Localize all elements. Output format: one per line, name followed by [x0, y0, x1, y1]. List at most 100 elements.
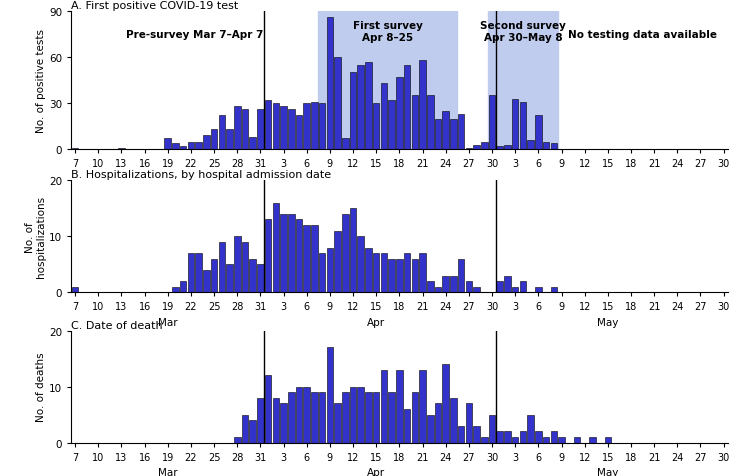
- Bar: [419, 254, 426, 293]
- Bar: [412, 96, 418, 150]
- Bar: [250, 259, 256, 293]
- Bar: [304, 226, 310, 293]
- Bar: [458, 115, 464, 150]
- Bar: [334, 404, 341, 443]
- Bar: [211, 130, 218, 150]
- Bar: [396, 259, 403, 293]
- Bar: [435, 404, 441, 443]
- Bar: [373, 104, 380, 150]
- Bar: [458, 426, 464, 443]
- Bar: [164, 139, 171, 150]
- Bar: [550, 287, 557, 293]
- Bar: [342, 139, 349, 150]
- Bar: [504, 431, 511, 443]
- Bar: [381, 370, 387, 443]
- Bar: [489, 96, 495, 150]
- Bar: [326, 18, 333, 150]
- Bar: [257, 110, 264, 150]
- Bar: [442, 111, 449, 150]
- Text: A. First positive COVID-19 test: A. First positive COVID-19 test: [71, 1, 238, 11]
- Bar: [172, 144, 178, 150]
- Text: Apr: Apr: [368, 317, 386, 327]
- Bar: [72, 287, 79, 293]
- Bar: [535, 287, 542, 293]
- Bar: [427, 415, 433, 443]
- Bar: [318, 12, 458, 150]
- Bar: [442, 365, 449, 443]
- Bar: [72, 149, 79, 150]
- Bar: [272, 104, 279, 150]
- Bar: [458, 259, 464, 293]
- Bar: [288, 214, 295, 293]
- Bar: [288, 110, 295, 150]
- Bar: [311, 392, 318, 443]
- Bar: [543, 437, 549, 443]
- Text: C. Date of death: C. Date of death: [71, 320, 163, 330]
- Bar: [373, 254, 380, 293]
- Bar: [404, 254, 410, 293]
- Bar: [396, 370, 403, 443]
- Bar: [180, 282, 187, 293]
- Bar: [481, 142, 488, 150]
- Bar: [450, 398, 457, 443]
- Y-axis label: No. of
hospitalizations: No. of hospitalizations: [25, 196, 46, 278]
- Bar: [481, 437, 488, 443]
- Bar: [334, 58, 341, 150]
- Bar: [489, 415, 495, 443]
- Bar: [388, 392, 395, 443]
- Text: Mar: Mar: [158, 467, 178, 476]
- Bar: [604, 437, 611, 443]
- Bar: [466, 282, 472, 293]
- Bar: [280, 214, 286, 293]
- Bar: [373, 392, 380, 443]
- Bar: [242, 415, 248, 443]
- Bar: [195, 254, 202, 293]
- Text: First survey
Apr 8–25: First survey Apr 8–25: [352, 21, 423, 43]
- Bar: [520, 431, 526, 443]
- Text: Second survey
Apr 30–May 8: Second survey Apr 30–May 8: [480, 21, 566, 43]
- Bar: [265, 101, 272, 150]
- Bar: [558, 437, 565, 443]
- Bar: [118, 149, 124, 150]
- Bar: [404, 66, 410, 150]
- Bar: [466, 404, 472, 443]
- Bar: [234, 437, 241, 443]
- Bar: [211, 259, 218, 293]
- Bar: [226, 130, 232, 150]
- Bar: [334, 231, 341, 293]
- Text: Mar: Mar: [158, 180, 178, 190]
- Bar: [319, 104, 326, 150]
- Bar: [535, 431, 542, 443]
- Text: Pre-survey Mar 7–Apr 7: Pre-survey Mar 7–Apr 7: [126, 30, 263, 40]
- Bar: [234, 237, 241, 293]
- Y-axis label: No. of positive tests: No. of positive tests: [36, 29, 46, 133]
- Bar: [326, 248, 333, 293]
- Bar: [304, 104, 310, 150]
- Bar: [488, 12, 558, 150]
- Bar: [272, 398, 279, 443]
- Bar: [427, 282, 433, 293]
- Text: May: May: [597, 467, 619, 476]
- Bar: [496, 431, 503, 443]
- Bar: [280, 107, 286, 150]
- Bar: [265, 376, 272, 443]
- Bar: [589, 437, 596, 443]
- Text: May: May: [597, 180, 619, 190]
- Bar: [450, 119, 457, 150]
- Bar: [218, 242, 225, 293]
- Bar: [388, 101, 395, 150]
- Bar: [350, 73, 356, 150]
- Bar: [188, 142, 194, 150]
- Bar: [350, 387, 356, 443]
- Bar: [396, 78, 403, 150]
- Bar: [365, 62, 372, 150]
- Bar: [242, 110, 248, 150]
- Bar: [381, 254, 387, 293]
- Bar: [188, 254, 194, 293]
- Bar: [412, 392, 418, 443]
- Bar: [435, 119, 441, 150]
- Bar: [473, 145, 480, 150]
- Bar: [257, 398, 264, 443]
- Bar: [442, 276, 449, 293]
- Text: B. Hospitalizations, by hospital admission date: B. Hospitalizations, by hospital admissi…: [71, 170, 332, 180]
